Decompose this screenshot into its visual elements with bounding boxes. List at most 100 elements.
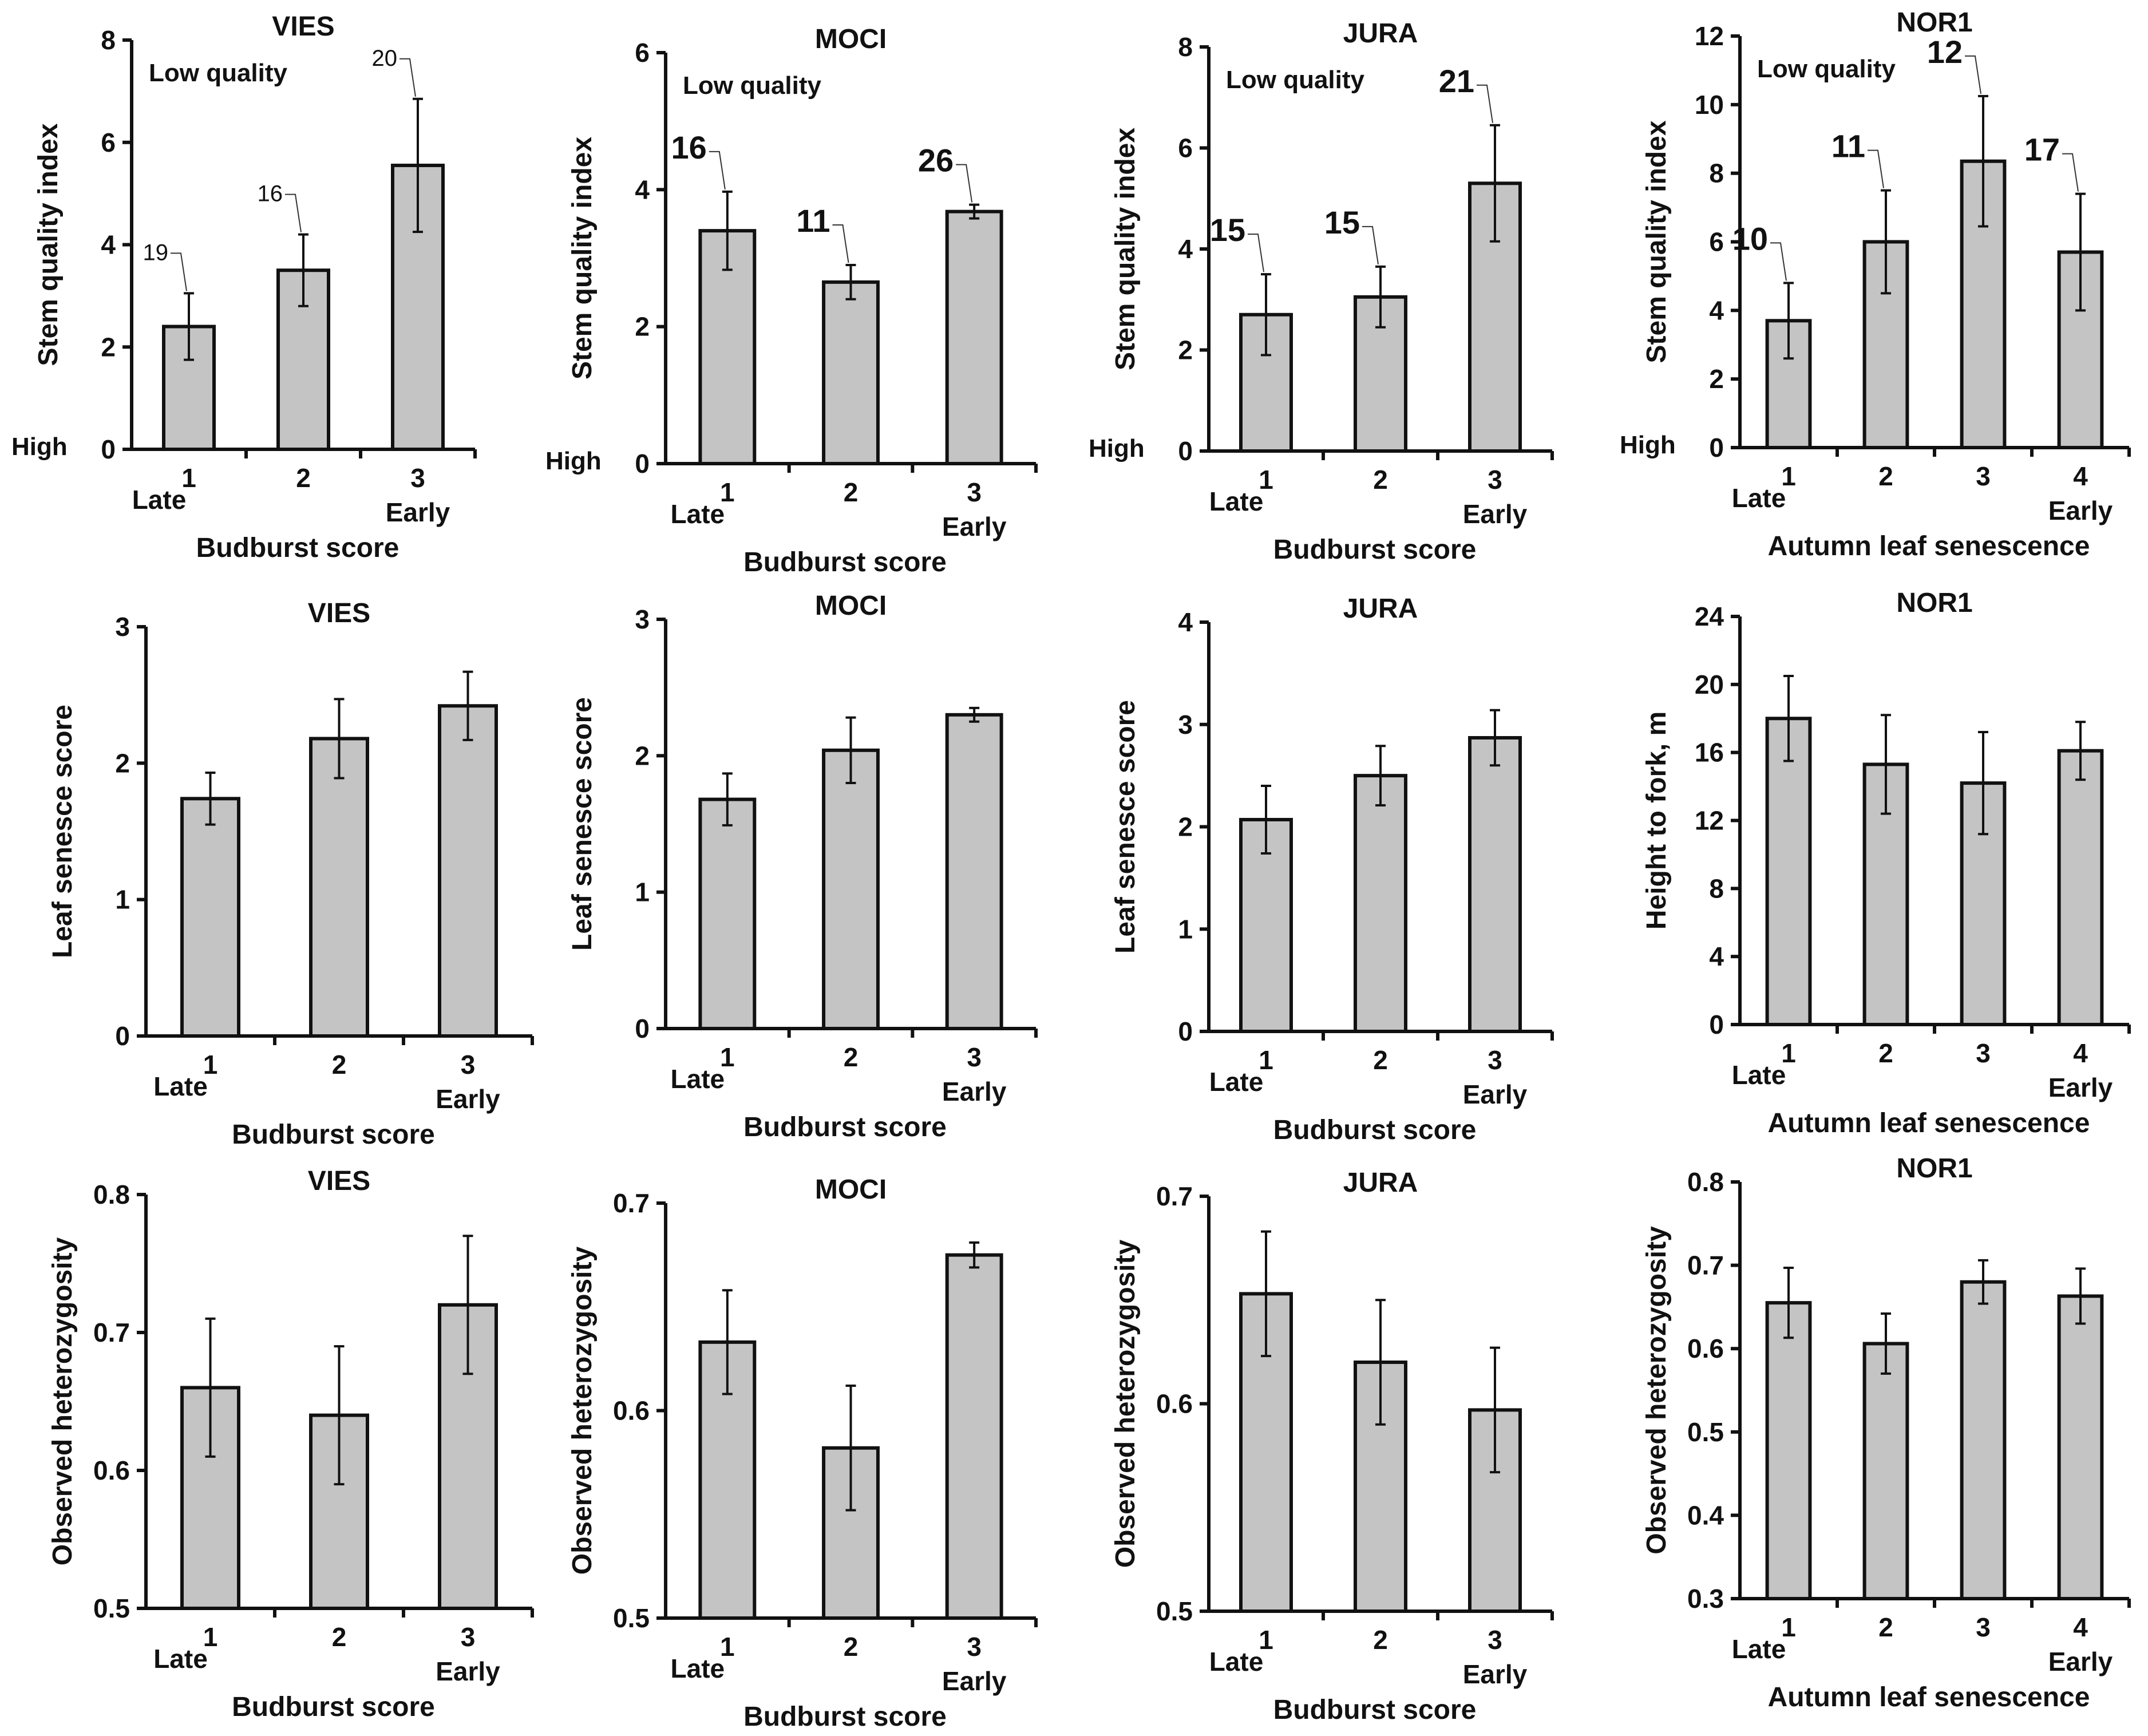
early-label: Early: [2048, 496, 2113, 525]
early-label: Early: [1463, 499, 1528, 529]
bar-2: [309, 737, 369, 1038]
x-axis-label: Autumn leaf senescence: [1768, 1682, 2090, 1713]
sample-count-label: 20: [372, 46, 398, 71]
x-tick-label: 3: [1976, 1612, 1991, 1642]
late-label: Late: [671, 1654, 725, 1683]
y-tick-label: 16: [1695, 738, 1724, 768]
late-label: Late: [1209, 1067, 1264, 1097]
x-tick-label: 1: [1781, 1038, 1796, 1068]
y-tick-label: 12: [1695, 21, 1724, 51]
early-label: Early: [942, 1077, 1007, 1106]
y-tick-label: 4: [1178, 234, 1193, 264]
y-tick-label: 1: [1178, 914, 1193, 944]
x-tick-label: 3: [1488, 1625, 1502, 1655]
y-tick-label: 0.7: [93, 1318, 130, 1347]
count-leader-line: [399, 58, 416, 97]
y-tick-label: 6: [1178, 133, 1193, 163]
x-tick-label: 3: [967, 1632, 982, 1662]
early-label: Early: [436, 1084, 500, 1114]
late-label: Late: [132, 485, 187, 515]
y-axis-label: Leaf senesce score: [1110, 700, 1141, 954]
sample-count-label: 17: [2024, 132, 2060, 168]
chart-panel-3: JURA 0 2 4 6 8 1 15 2 15 3 21 Late Early Budburst scor…: [1089, 18, 1554, 565]
late-label: Late: [1209, 1647, 1264, 1676]
early-label: Early: [1463, 1659, 1528, 1689]
y-tick-label: 4: [635, 175, 650, 204]
late-label: Late: [153, 1071, 208, 1101]
y-axis-label: Leaf senesce score: [567, 697, 598, 951]
y-tick-label: 8: [1709, 873, 1724, 903]
y-tick-label: 4: [1178, 607, 1193, 637]
sample-count-label: 11: [1831, 128, 1865, 164]
chart-panel-10: MOCI 0.5 0.6 0.7 1 2 3 Late Early Budburst score O…: [567, 1175, 1038, 1732]
x-tick-label: 2: [296, 463, 311, 493]
bar-3: [945, 209, 1003, 465]
chart-title: VIES: [308, 1166, 370, 1196]
y-tick-label: 0: [1178, 1017, 1193, 1046]
y-tick-label: 0.6: [613, 1396, 650, 1426]
y-tick-label: 2: [1709, 364, 1724, 394]
late-label: Late: [671, 1064, 725, 1094]
bar-2: [822, 280, 880, 465]
y-tick-label: 0.8: [1687, 1167, 1724, 1197]
y-tick-label: 2: [101, 332, 116, 362]
y-tick-label: 2: [635, 741, 650, 770]
early-label: Early: [386, 497, 450, 527]
y-tick-label: 0.7: [613, 1188, 650, 1218]
x-tick-label: 1: [720, 477, 735, 507]
x-axis-label: Budburst score: [743, 1112, 947, 1142]
y-axis-label: Stem quality index: [1110, 128, 1141, 370]
y-axis-label: Observed heterozygosity: [1641, 1226, 1672, 1555]
y-tick-label: 8: [101, 25, 116, 55]
x-axis-label: Budburst score: [743, 1702, 947, 1732]
count-leader-line: [1770, 242, 1787, 281]
y-tick-label: 0.5: [1687, 1417, 1724, 1447]
x-tick-label: 3: [410, 463, 425, 493]
y-tick-label: 0: [1178, 436, 1193, 466]
x-tick-label: 2: [844, 477, 859, 507]
bar-4: [2057, 1294, 2104, 1600]
x-tick-label: 2: [332, 1050, 347, 1079]
x-axis-label: Budburst score: [1273, 535, 1477, 565]
y-axis-label: Stem quality index: [567, 137, 598, 379]
early-label: Early: [2048, 1647, 2113, 1676]
chart-title: MOCI: [815, 591, 887, 621]
y-tick-label: 0: [1709, 433, 1724, 462]
y-tick-label: 0.6: [1156, 1389, 1193, 1419]
count-leader-line: [1477, 84, 1493, 123]
x-tick-label: 2: [1878, 1612, 1893, 1642]
x-tick-label: 3: [1976, 1038, 1991, 1068]
y-tick-label: 24: [1695, 602, 1724, 631]
sample-count-label: 16: [258, 181, 283, 207]
early-label: Early: [436, 1656, 500, 1686]
chart-title: VIES: [272, 11, 334, 42]
chart-title: JURA: [1343, 1168, 1418, 1198]
bar-2: [1354, 774, 1407, 1033]
x-tick-label: 4: [2073, 461, 2088, 491]
sample-count-label: 19: [143, 240, 169, 265]
sample-count-label: 26: [918, 143, 954, 179]
x-axis-label: Budburst score: [196, 533, 399, 563]
x-tick-label: 2: [844, 1632, 859, 1662]
y-tick-label: 0: [101, 434, 116, 464]
y-tick-label: 0.3: [1687, 1584, 1724, 1614]
x-tick-label: 2: [1373, 465, 1388, 495]
x-tick-label: 3: [461, 1050, 476, 1079]
count-leader-line: [171, 252, 187, 291]
y-tick-label: 6: [1709, 227, 1724, 257]
late-label: Late: [671, 499, 725, 529]
x-tick-label: 2: [1373, 1045, 1388, 1075]
x-tick-label: 1: [203, 1622, 218, 1652]
y-tick-label: 0.4: [1687, 1500, 1724, 1530]
y-tick-label: 3: [115, 612, 130, 642]
y-tick-label: 2: [1178, 335, 1193, 365]
chart-panel-4: NOR1 0 2 4 6 8 10 12 1 10 2 11 3 12 4 17 Late Early Autumn…: [1620, 7, 2131, 561]
y-tick-label: 0: [115, 1021, 130, 1051]
chart-title: MOCI: [815, 24, 887, 54]
bar-3: [945, 1253, 1003, 1620]
x-tick-label: 1: [720, 1632, 735, 1662]
high-quality-note: High: [1089, 434, 1145, 462]
sample-count-label: 12: [1927, 34, 1963, 70]
chart-title: VIES: [308, 598, 370, 628]
